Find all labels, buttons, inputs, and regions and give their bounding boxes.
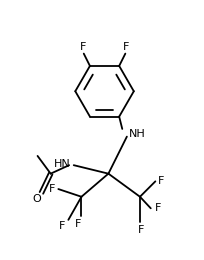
Text: F: F bbox=[123, 42, 129, 53]
Text: F: F bbox=[59, 221, 65, 231]
Text: F: F bbox=[155, 203, 162, 213]
Text: F: F bbox=[75, 219, 82, 229]
Text: F: F bbox=[80, 42, 86, 53]
Text: F: F bbox=[49, 184, 55, 194]
Text: HN: HN bbox=[54, 159, 71, 169]
Text: F: F bbox=[158, 176, 165, 186]
Text: O: O bbox=[32, 194, 41, 204]
Text: NH: NH bbox=[129, 128, 145, 139]
Text: F: F bbox=[138, 225, 145, 235]
